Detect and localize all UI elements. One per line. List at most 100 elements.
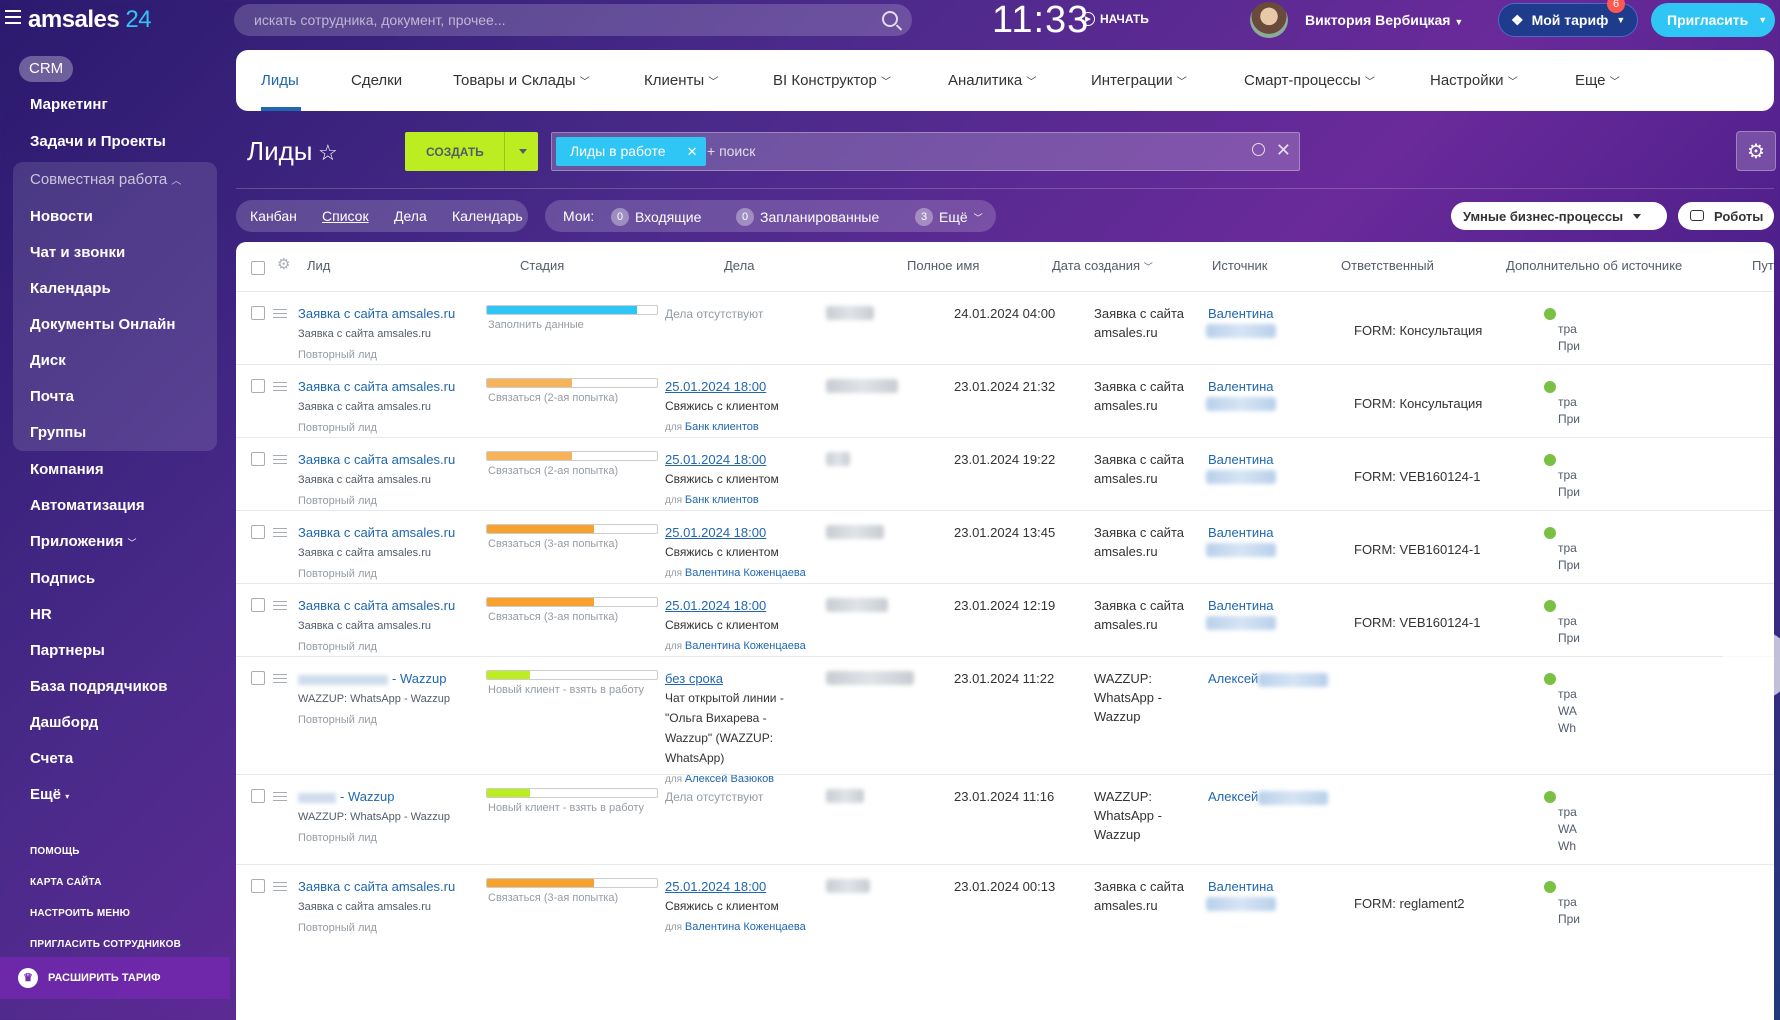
gear-icon[interactable]: ⚙ bbox=[1736, 131, 1776, 171]
activity-text[interactable]: Чат открытой линии - "Ольга Вихарева - W… bbox=[665, 691, 784, 765]
lead-title-link[interactable]: Заявка с сайта amsales.ru bbox=[298, 306, 456, 321]
avatar[interactable] bbox=[1250, 2, 1288, 38]
sidebar-item-crm[interactable]: CRM bbox=[19, 56, 74, 82]
activity-deadline[interactable]: 25.01.2024 18:00 bbox=[665, 452, 767, 467]
activity-deadline[interactable]: 25.01.2024 18:00 bbox=[665, 598, 767, 613]
view-calendar[interactable]: Календарь bbox=[452, 208, 523, 224]
drag-handle-icon[interactable] bbox=[273, 382, 287, 392]
sidebar-help[interactable]: ПОМОЩЬ bbox=[30, 846, 80, 857]
filter-chip[interactable]: Лиды в работе ✕ bbox=[556, 137, 706, 166]
lead-title-link[interactable]: Заявка с сайта amsales.ru bbox=[298, 379, 456, 394]
sidebar-item-company[interactable]: Компания bbox=[30, 461, 104, 478]
global-search-input[interactable]: искать сотрудника, документ, прочее... bbox=[234, 4, 912, 36]
sidebar-item-tasks[interactable]: Задачи и Проекты bbox=[30, 133, 166, 150]
activity-owner[interactable]: Валентина Коженцаева bbox=[684, 921, 806, 933]
close-icon[interactable]: ✕ bbox=[1275, 140, 1291, 160]
search-icon[interactable] bbox=[1252, 143, 1265, 156]
activity-owner[interactable]: Алексей Вазюков bbox=[684, 773, 775, 785]
row-checkbox[interactable] bbox=[251, 525, 265, 539]
activity-owner[interactable]: Валентина Коженцаева bbox=[684, 567, 806, 579]
table-row[interactable]: Заявка с сайта amsales.ru Заявка с сайта … bbox=[236, 437, 1774, 510]
row-checkbox[interactable] bbox=[251, 598, 265, 612]
upgrade-tariff-button[interactable]: ♛ РАСШИРИТЬ ТАРИФ bbox=[0, 957, 230, 999]
tab-smart-processes[interactable]: Смарт-процессы ﹀ bbox=[1244, 72, 1375, 89]
filter-search-input[interactable]: + поиск bbox=[707, 143, 756, 159]
responsible-link[interactable]: Валентина bbox=[1208, 879, 1274, 894]
lead-title-link[interactable]: - Wazzup bbox=[340, 789, 395, 804]
stage-bar[interactable] bbox=[486, 451, 658, 461]
row-checkbox[interactable] bbox=[251, 452, 265, 466]
sidebar-item-partners[interactable]: Партнеры bbox=[30, 642, 105, 659]
activity-owner[interactable]: Валентина Коженцаева bbox=[684, 640, 806, 652]
activity-deadline[interactable]: 25.01.2024 18:00 bbox=[665, 379, 767, 394]
sidebar-item-news[interactable]: Новости bbox=[30, 208, 93, 225]
smart-bp-button[interactable]: Умные бизнес-процессы bbox=[1451, 202, 1667, 230]
responsible-link[interactable]: Алексей bbox=[1208, 789, 1259, 804]
col-path[interactable]: Пут bbox=[1752, 258, 1774, 273]
activity-owner[interactable]: Банк клиентов bbox=[684, 494, 759, 506]
table-row[interactable]: - Wazzup WAZZUP: WhatsApp - Wazzup Повторн… bbox=[236, 656, 1774, 785]
drag-handle-icon[interactable] bbox=[273, 674, 287, 684]
table-row[interactable]: Заявка с сайта amsales.ru Заявка с сайта … bbox=[236, 864, 1774, 964]
sidebar-item-disk[interactable]: Диск bbox=[30, 352, 66, 369]
robots-button[interactable]: Роботы bbox=[1678, 202, 1774, 230]
col-responsible[interactable]: Ответственный bbox=[1341, 258, 1434, 273]
stage-bar[interactable] bbox=[486, 788, 658, 798]
drag-handle-icon[interactable] bbox=[273, 528, 287, 538]
activity-text[interactable]: Свяжись с клиентом bbox=[665, 899, 779, 913]
stage-bar[interactable] bbox=[486, 597, 658, 607]
activity-deadline[interactable]: 25.01.2024 18:00 bbox=[665, 879, 767, 894]
lead-title-link[interactable]: - Wazzup bbox=[392, 671, 447, 686]
col-source-extra[interactable]: Дополнительно об источнике bbox=[1506, 258, 1683, 273]
star-icon[interactable]: ☆ bbox=[318, 140, 338, 165]
lead-title-link[interactable]: Заявка с сайта amsales.ru bbox=[298, 879, 456, 894]
col-source[interactable]: Источник bbox=[1212, 258, 1268, 273]
col-fullname[interactable]: Полное имя bbox=[907, 258, 980, 273]
lead-title-link[interactable]: Заявка с сайта amsales.ru bbox=[298, 452, 456, 467]
drag-handle-icon[interactable] bbox=[273, 601, 287, 611]
sidebar-item-calendar[interactable]: Календарь bbox=[30, 280, 111, 297]
sidebar-item-contractors[interactable]: База подрядчиков bbox=[30, 678, 168, 695]
row-checkbox[interactable] bbox=[251, 879, 265, 893]
drag-handle-icon[interactable] bbox=[273, 309, 287, 319]
stage-bar[interactable] bbox=[486, 378, 658, 388]
tab-clients[interactable]: Клиенты ﹀ bbox=[644, 72, 718, 89]
drag-handle-icon[interactable] bbox=[273, 455, 287, 465]
activity-owner[interactable]: Банк клиентов bbox=[684, 421, 759, 433]
lead-title-link[interactable]: Заявка с сайта amsales.ru bbox=[298, 598, 456, 613]
sidebar-item-hr[interactable]: HR bbox=[30, 606, 52, 623]
tab-bi[interactable]: BI Конструктор ﹀ bbox=[773, 72, 891, 89]
lead-title-link[interactable]: Заявка с сайта amsales.ru bbox=[298, 525, 456, 540]
sidebar-item-groups[interactable]: Группы bbox=[30, 424, 87, 441]
search-icon[interactable] bbox=[882, 11, 898, 27]
chevron-down-icon[interactable] bbox=[1633, 214, 1641, 219]
row-checkbox[interactable] bbox=[251, 306, 265, 320]
stage-bar[interactable] bbox=[486, 305, 658, 315]
col-activities[interactable]: Дела bbox=[724, 258, 755, 273]
start-workday-button[interactable]: ▶ НАЧАТЬ bbox=[1081, 12, 1149, 26]
sidebar-item-chat[interactable]: Чат и звонки bbox=[30, 244, 126, 261]
col-created[interactable]: Дата создания ﹀ bbox=[1052, 258, 1153, 273]
responsible-link[interactable]: Валентина bbox=[1208, 525, 1274, 540]
sidebar-item-apps[interactable]: Приложения ﹀ bbox=[30, 533, 136, 550]
user-menu[interactable]: Виктория Вербицкая ▼ bbox=[1305, 12, 1463, 28]
sidebar-item-mail[interactable]: Почта bbox=[30, 388, 74, 405]
sidebar-item-dashboard[interactable]: Дашборд bbox=[30, 714, 99, 731]
table-row[interactable]: Заявка с сайта amsales.ru Заявка с сайта … bbox=[236, 510, 1774, 583]
filter-search-bar[interactable]: Лиды в работе ✕ + поиск ✕ bbox=[551, 132, 1300, 171]
responsible-link[interactable]: Алексей bbox=[1208, 671, 1259, 686]
col-lead[interactable]: Лид bbox=[307, 258, 331, 273]
sidebar-invite-employees[interactable]: ПРИГЛАСИТЬ СОТРУДНИКОВ bbox=[30, 939, 182, 950]
stage-bar[interactable] bbox=[486, 524, 658, 534]
sidebar-item-invoices[interactable]: Счета bbox=[30, 750, 74, 767]
stage-bar[interactable] bbox=[486, 878, 658, 888]
tab-more[interactable]: Еще ﹀ bbox=[1575, 72, 1620, 89]
responsible-link[interactable]: Валентина bbox=[1208, 598, 1274, 613]
drag-handle-icon[interactable] bbox=[273, 882, 287, 892]
sidebar-item-collab[interactable]: Совместная работа ︿ bbox=[30, 171, 181, 188]
sidebar-item-automation[interactable]: Автоматизация bbox=[30, 497, 145, 514]
stage-bar[interactable] bbox=[486, 670, 658, 680]
drag-handle-icon[interactable] bbox=[273, 792, 287, 802]
sidebar-item-docs[interactable]: Документы Онлайн bbox=[30, 316, 176, 333]
row-checkbox[interactable] bbox=[251, 671, 265, 685]
